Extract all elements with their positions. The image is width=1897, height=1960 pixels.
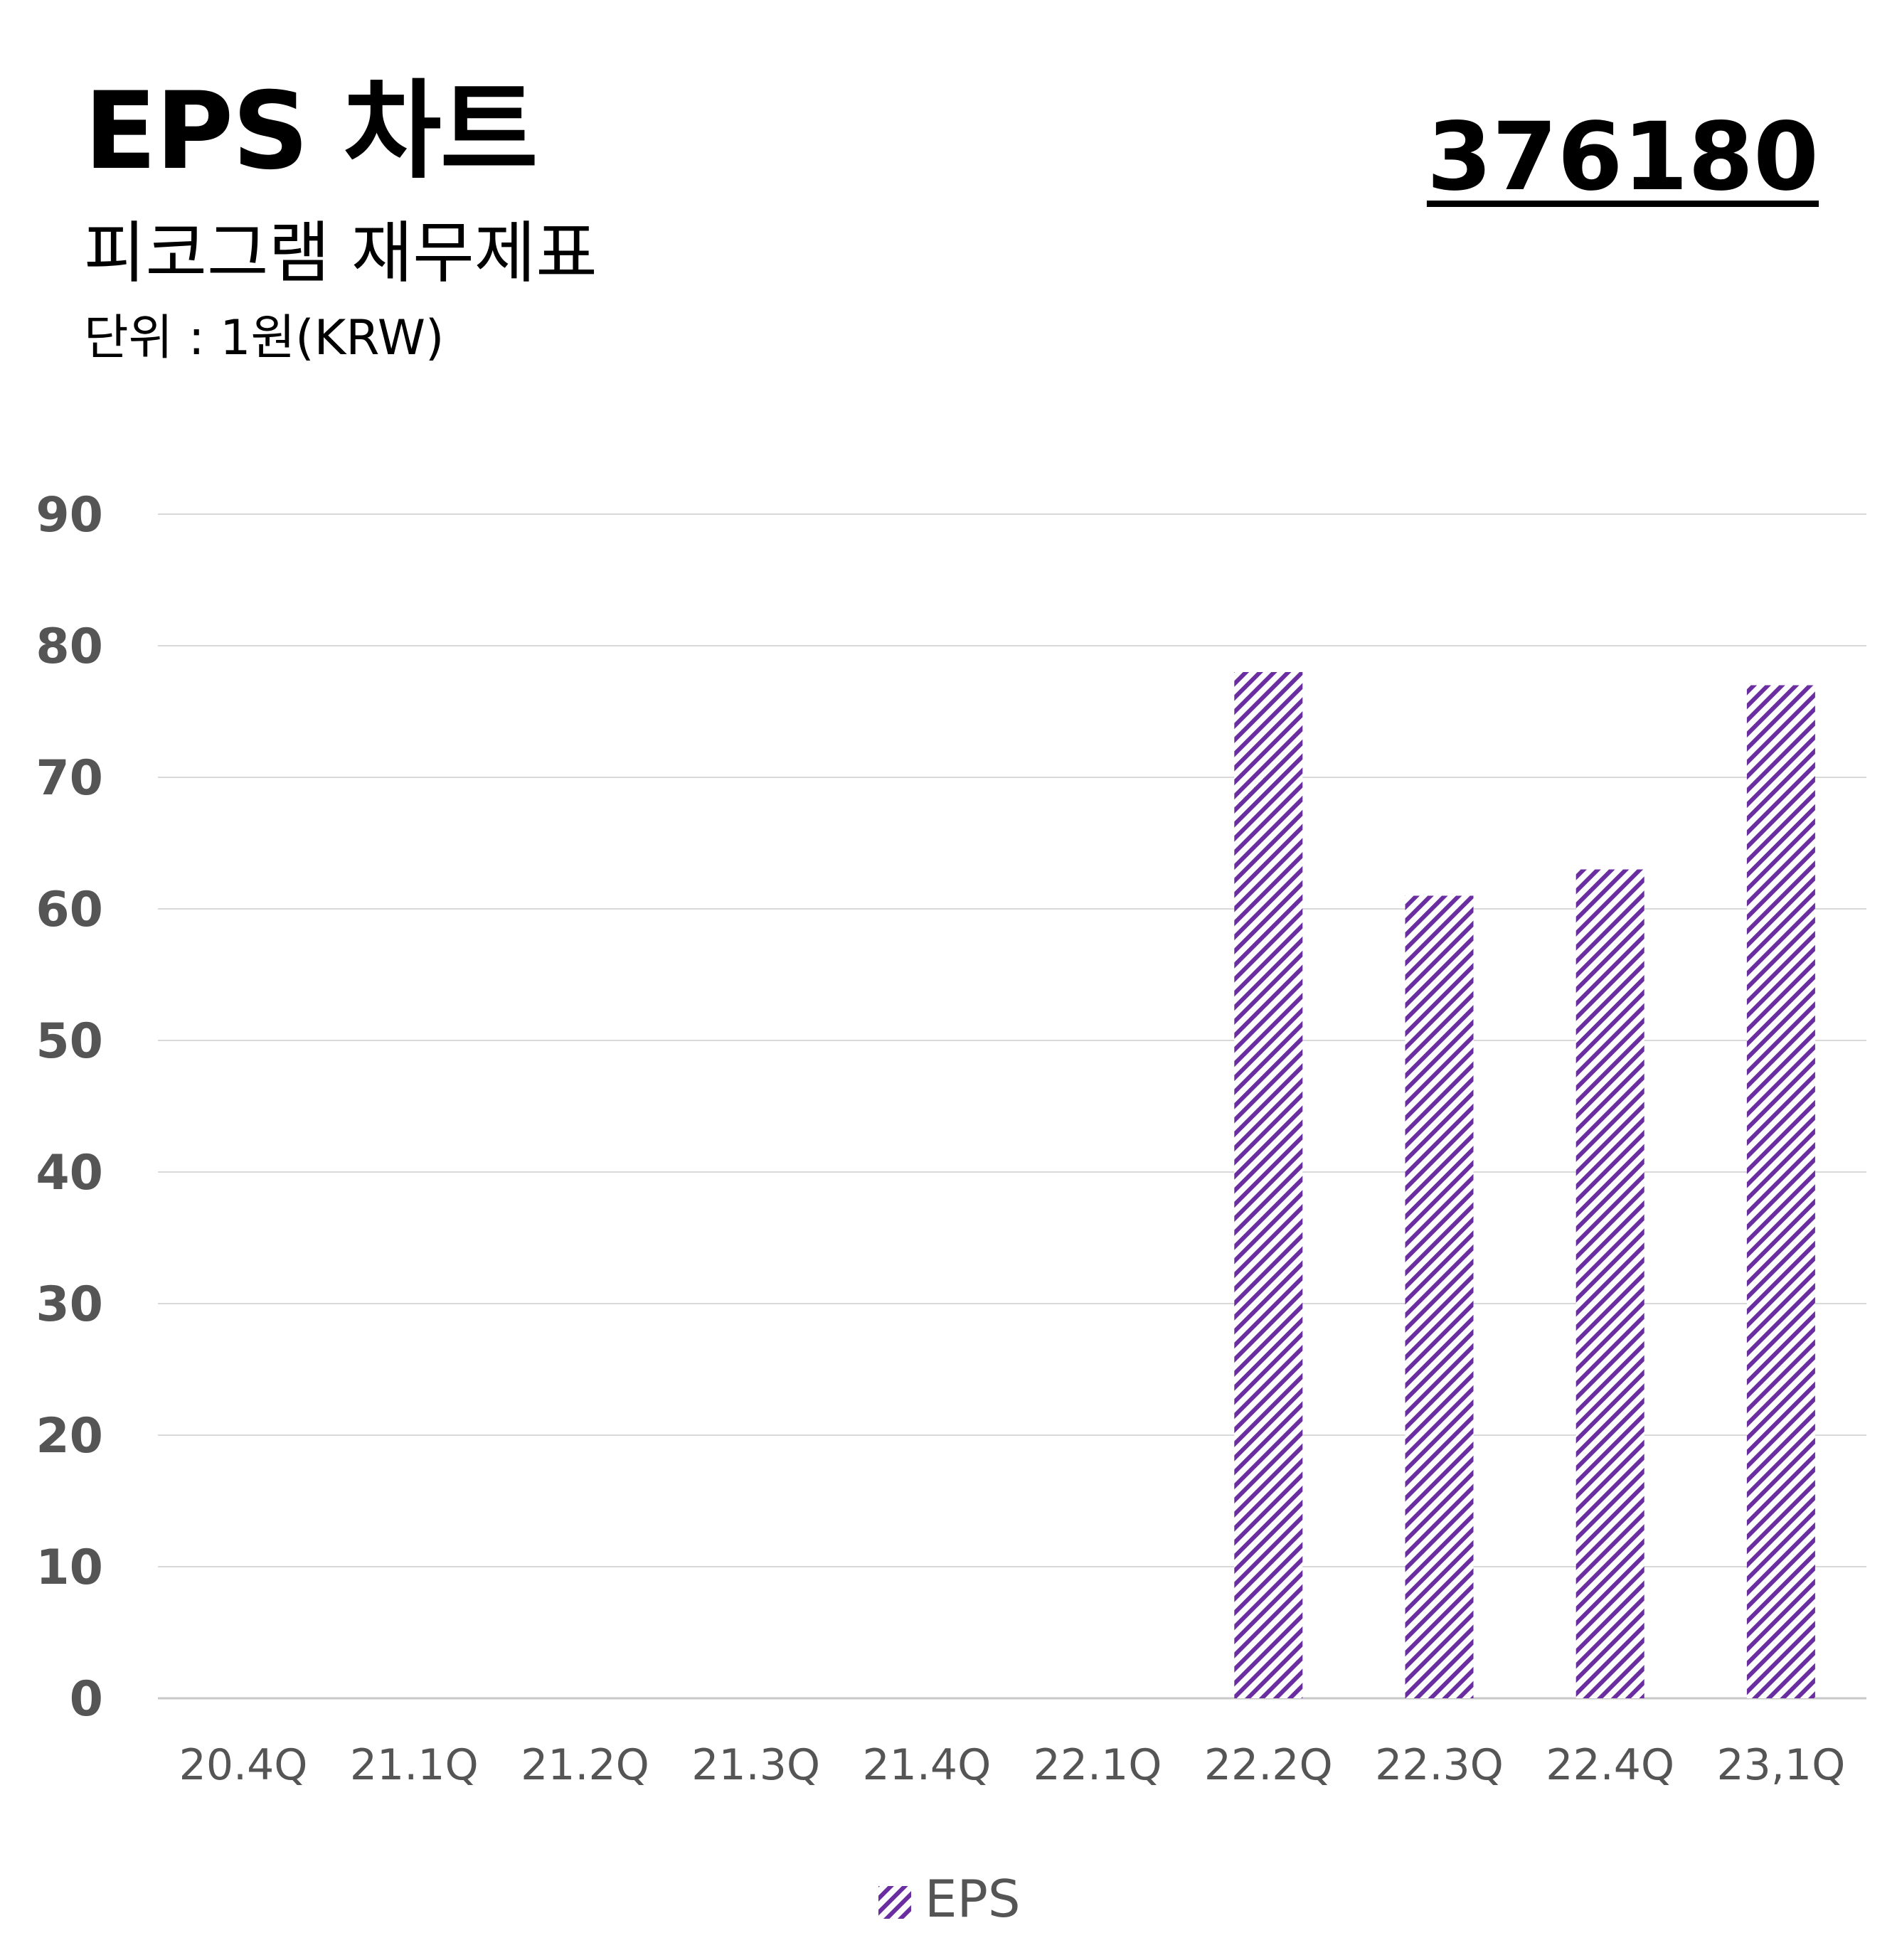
x-tick-label: 22.3Q: [1375, 1740, 1504, 1790]
legend-swatch: [878, 1886, 911, 1919]
stock-code: 376180: [1426, 102, 1819, 212]
x-tick-label: 20.4Q: [179, 1740, 308, 1790]
y-axis-ticks: 0 10 20 30 40 50 60 70 80 90: [36, 487, 103, 1727]
x-tick-label: 22.1Q: [1033, 1740, 1162, 1790]
y-tick-label: 70: [36, 750, 103, 806]
y-tick-label: 10: [36, 1540, 103, 1596]
bar-23,1Q: [1746, 685, 1815, 1698]
x-tick-label: 22.2Q: [1204, 1740, 1333, 1790]
chart-title: EPS 차트: [84, 70, 538, 193]
x-tick-label: 21.1Q: [350, 1740, 479, 1790]
y-tick-label: 40: [36, 1145, 103, 1201]
x-tick-label: 21.3Q: [691, 1740, 820, 1790]
legend: EPS: [878, 1869, 1021, 1929]
y-tick-label: 50: [36, 1013, 103, 1070]
bars: [1234, 672, 1815, 1698]
x-tick-label: 21.2Q: [521, 1740, 649, 1790]
x-tick-label: 22.4Q: [1546, 1740, 1674, 1790]
bar-22.4Q: [1575, 869, 1644, 1698]
legend-label: EPS: [925, 1869, 1021, 1929]
company-name: 피코그램 재무제표: [84, 215, 597, 292]
y-tick-label: 0: [70, 1671, 103, 1727]
y-tick-label: 80: [36, 619, 103, 675]
x-tick-label: 23,1Q: [1716, 1740, 1845, 1790]
x-axis-ticks: 20.4Q 21.1Q 21.2Q 21.3Q 21.4Q 22.1Q 22.2Q 22.3Q…: [179, 1740, 1846, 1790]
x-tick-label: 21.4Q: [862, 1740, 991, 1790]
bar-22.2Q: [1234, 672, 1303, 1698]
y-tick-label: 90: [36, 487, 103, 543]
unit-label: 단위 : 1원(KRW): [84, 310, 445, 366]
y-tick-label: 60: [36, 882, 103, 938]
y-tick-label: 20: [36, 1408, 103, 1464]
bar-22.3Q: [1405, 895, 1474, 1698]
y-tick-label: 30: [36, 1277, 103, 1333]
